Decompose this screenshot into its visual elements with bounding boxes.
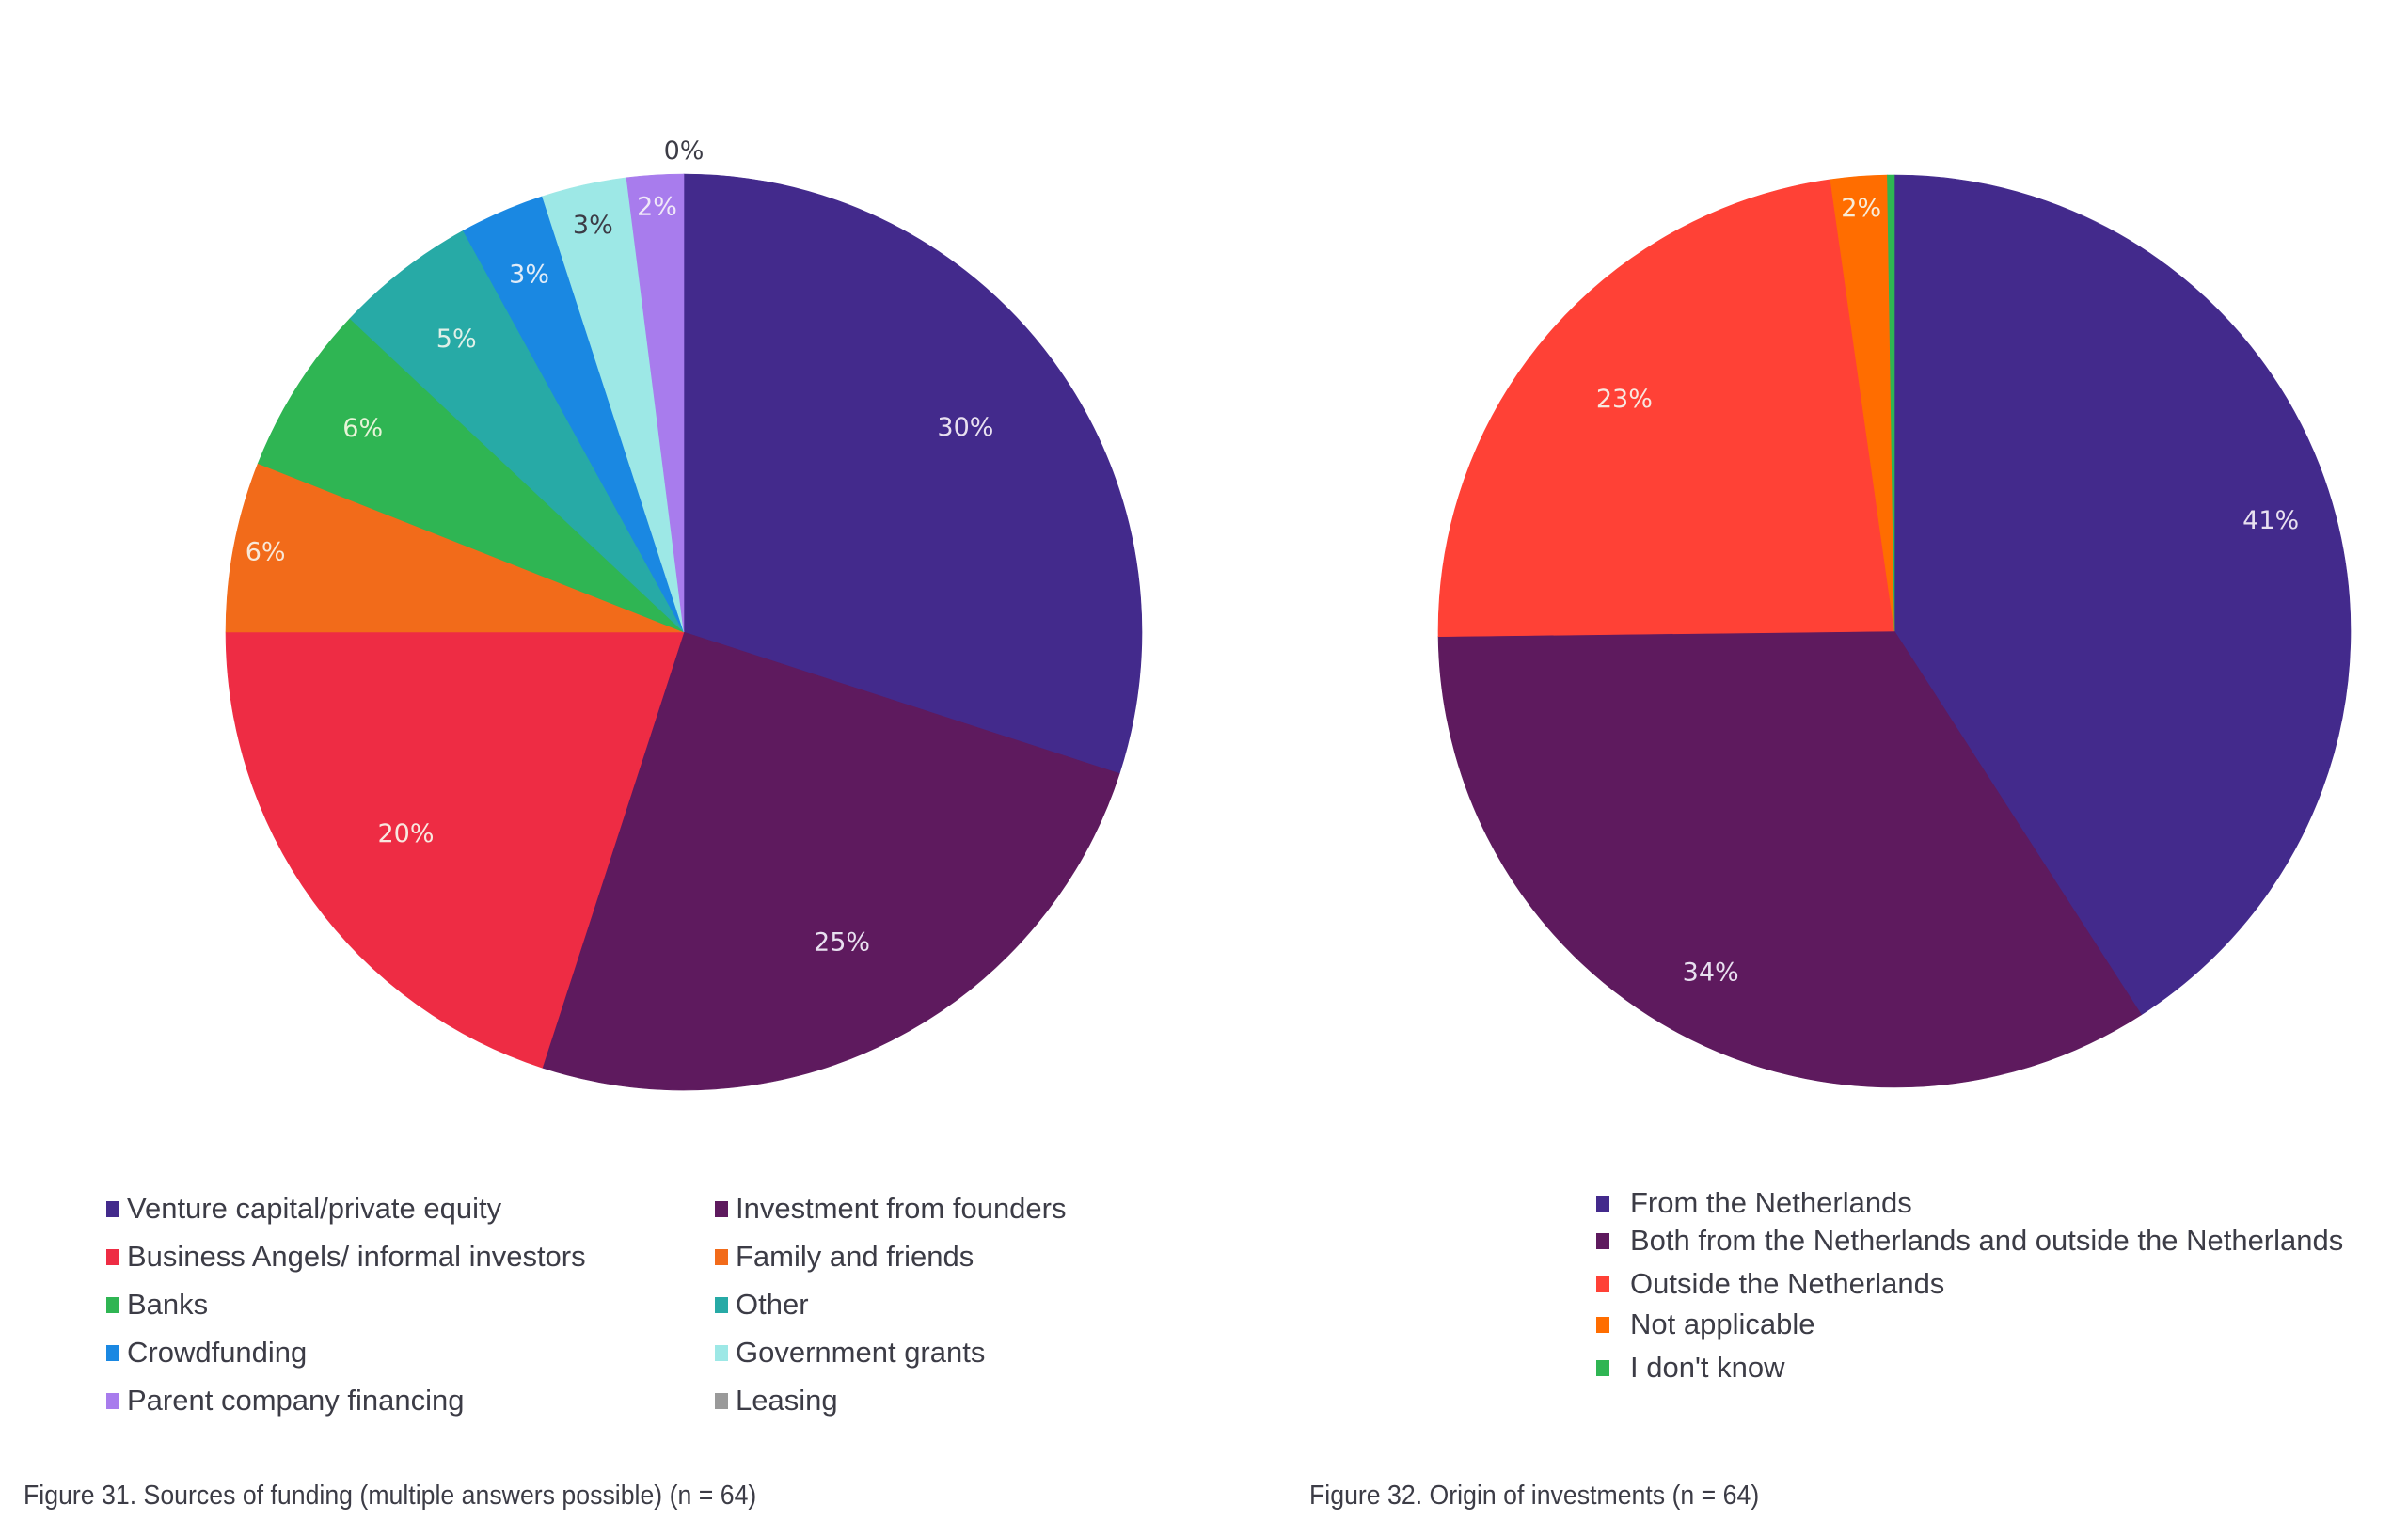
legend-item-venture-capital-private-equity: Venture capital/private equity <box>106 1192 501 1226</box>
legend-swatch-icon <box>1596 1316 1609 1333</box>
legend-item-outside-the-netherlands: Outside the Netherlands <box>1596 1267 1944 1301</box>
legend-label: Business Angels/ informal investors <box>127 1240 586 1273</box>
legend-label: Parent company financing <box>127 1384 465 1417</box>
figure-32-caption: Figure 32. Origin of investments (n = 64… <box>1309 1481 1760 1511</box>
legend-item-both-from-the-netherlands-and-outside-the-netherlands: Both from the Netherlands and outside th… <box>1596 1224 2343 1258</box>
pie-chart-origin-of-investments: 41% 34% 23% 2% <box>1437 174 2352 1088</box>
pie-slice-banks <box>257 318 685 633</box>
pie-slice-venture-capital-private-equity <box>683 173 1143 774</box>
legend-label: I don't know <box>1630 1351 1785 1384</box>
pie-slice-from-the-netherlands <box>1893 174 2352 1016</box>
legend-swatch-icon <box>1596 1232 1609 1249</box>
data-label-parent-company-financing: 2% <box>637 192 677 221</box>
legend-swatch-icon <box>106 1344 119 1361</box>
figure-31-caption: Figure 31. Sources of funding (multiple … <box>24 1481 757 1511</box>
pie-slice-other <box>349 230 685 633</box>
legend-swatch-icon <box>1596 1276 1609 1292</box>
pie-slice-outside-the-netherlands <box>1437 179 1895 638</box>
data-label-outside-the-netherlands: 23% <box>1596 385 1653 414</box>
data-label-banks: 6% <box>342 414 383 443</box>
legend-swatch-icon <box>715 1248 728 1265</box>
data-label-crowdfunding: 3% <box>509 261 549 290</box>
legend-item-from-the-netherlands: From the Netherlands <box>1596 1186 1912 1220</box>
legend-label: From the Netherlands <box>1630 1186 1912 1219</box>
legend-item-i-don-t-know: I don't know <box>1596 1351 1784 1385</box>
legend-label: Government grants <box>736 1336 986 1369</box>
legend-item-other: Other <box>715 1288 809 1322</box>
legend-swatch-icon <box>106 1392 119 1409</box>
legend-swatch-icon <box>715 1200 728 1217</box>
legend-swatch-icon <box>106 1200 119 1217</box>
legend-label: Venture capital/private equity <box>127 1192 502 1225</box>
data-label-investment-from-founders: 25% <box>814 927 870 957</box>
pie-slice-business-angels-informal-investors <box>225 631 685 1069</box>
data-label-leasing: 0% <box>664 136 705 166</box>
pie-slice-investment-from-founders <box>542 631 1120 1091</box>
data-label-family-and-friends: 6% <box>246 538 286 567</box>
legend-item-business-angels-informal-investors: Business Angels/ informal investors <box>106 1240 586 1274</box>
data-label-not-applicable: 2% <box>1841 194 1881 223</box>
legend-item-investment-from-founders: Investment from founders <box>715 1192 1067 1226</box>
legend-label: Banks <box>127 1288 209 1321</box>
legend-swatch-icon <box>715 1296 728 1313</box>
legend-label: Not applicable <box>1630 1307 1815 1340</box>
legend-item-crowdfunding: Crowdfunding <box>106 1336 307 1370</box>
legend-label: Leasing <box>736 1384 838 1417</box>
legend-label: Family and friends <box>736 1240 974 1273</box>
pie-chart-sources-of-funding: 30% 25% 20% 6% 6% 5% 3% 3% 2% 0% <box>225 136 1143 1091</box>
pie-slice-parent-company-financing <box>626 173 685 633</box>
pie-slice-i-don-t-know <box>1887 174 1895 632</box>
legend-item-banks: Banks <box>106 1288 208 1322</box>
legend-label: Investment from founders <box>736 1192 1067 1225</box>
legend-swatch-icon <box>1596 1359 1609 1376</box>
legend-item-family-and-friends: Family and friends <box>715 1240 974 1274</box>
legend-label: Outside the Netherlands <box>1630 1267 1945 1300</box>
legend-label: Crowdfunding <box>127 1336 308 1369</box>
data-label-venture-capital-private-equity: 30% <box>937 413 993 442</box>
data-label-from-the-netherlands: 41% <box>2242 506 2299 535</box>
legend-swatch-icon <box>106 1248 119 1265</box>
data-label-government-grants: 3% <box>573 211 613 240</box>
legend-swatch-icon <box>1596 1195 1609 1212</box>
legend-swatch-icon <box>106 1296 119 1313</box>
legend-label: Other <box>736 1288 809 1321</box>
legend-swatch-icon <box>715 1392 728 1409</box>
legend-swatch-icon <box>715 1344 728 1361</box>
legend-item-government-grants: Government grants <box>715 1336 985 1370</box>
pie-slice-family-and-friends <box>225 463 685 633</box>
legend-item-not-applicable: Not applicable <box>1596 1307 1814 1341</box>
pie-slice-both-from-the-netherlands-and-outside-the-netherlands <box>1437 630 2142 1088</box>
data-label-business-angels-informal-investors: 20% <box>377 819 434 848</box>
legend-label: Both from the Netherlands and outside th… <box>1630 1224 2344 1257</box>
data-label-other: 5% <box>436 325 477 354</box>
data-label-both-from-the-netherlands-and-outside-the-netherlands: 34% <box>1683 959 1739 988</box>
legend-item-leasing: Leasing <box>715 1384 838 1418</box>
legend-item-parent-company-financing: Parent company financing <box>106 1384 464 1418</box>
